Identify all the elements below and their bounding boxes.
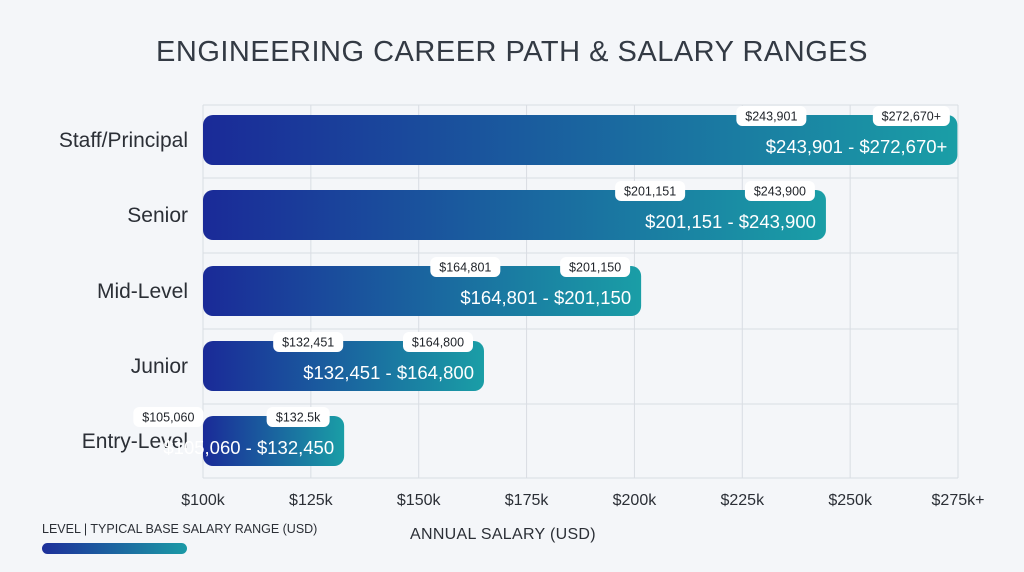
value-tag: $272,670+ [872,106,950,126]
value-tag: $164,801 [430,257,501,277]
value-tag-label: $132,451 [282,336,334,350]
x-axis-title: ANNUAL SALARY (USD) [410,526,596,543]
value-tag-background [872,106,950,126]
value-tag-label: $105,060 [142,411,194,425]
value-tag-label: $201,150 [569,261,621,275]
value-tag-background [266,407,330,427]
value-tag-background [133,407,204,427]
value-tag: $243,901 [736,106,807,126]
x-tick-label: $125k [289,492,334,509]
x-tick-label: $200k [613,492,658,509]
value-tag-label: $132.5k [276,411,321,425]
chart-title: ENGINEERING CAREER PATH & SALARY RANGES [156,36,868,68]
value-tag-background [402,332,473,352]
value-tag: $132,451 [273,332,344,352]
labels: Staff/Principal $243,901 - $272,670+ $243,… [59,106,950,458]
range-label: $164,801 - $201,150 [460,287,631,308]
value-tag: $132.5k [266,407,330,427]
salary-bar [203,416,345,466]
value-tag-label: $272,670+ [882,110,941,124]
salary-bar [203,341,484,391]
range-label: $243,901 - $272,670+ [766,136,948,157]
value-tag: $105,060 [133,407,204,427]
legend-label: LEVEL | TYPICAL BASE SALARY RANGE (USD) [42,522,318,536]
category-label: Entry-Level [82,430,188,453]
x-tick-label: $150k [397,492,442,509]
value-tag-background [744,181,815,201]
range-label: $201,151 - $243,900 [645,211,816,232]
x-tick-label: $250k [828,492,873,509]
value-tag: $243,900 [744,181,815,201]
salary-bar [203,115,958,165]
salary-bar [203,266,642,316]
x-tick-label: $175k [505,492,550,509]
value-tag-background [430,257,501,277]
x-tick-label: $100k [181,492,226,509]
x-tick-label: $225k [720,492,765,509]
value-tag-background [615,181,686,201]
value-tag-label: $243,900 [754,185,806,199]
value-tag-background [736,106,807,126]
grid-lines: $100k $125k $150k $175k $200k $225k $250k $275k… [181,104,985,509]
value-tag-label: $243,901 [745,110,797,124]
x-tick-label: $275k+ [932,492,985,509]
range-label: $132,451 - $164,800 [303,362,474,383]
category-label: Mid-Level [97,280,188,303]
value-tag-background [273,332,344,352]
category-label: Junior [131,355,188,378]
bars [203,115,958,466]
value-tag: $164,800 [402,332,473,352]
category-label: Senior [127,204,188,227]
value-tag-background [560,257,631,277]
category-label: Staff/Principal [59,129,188,152]
value-tag: $201,150 [560,257,631,277]
salary-bar [203,190,826,240]
range-label: $105,060 - $132,450 [163,437,334,458]
value-tag: $201,151 [615,181,686,201]
value-tag-label: $164,801 [439,261,491,275]
legend-color-bar [42,543,187,554]
value-tag-label: $164,800 [412,336,464,350]
value-tag-label: $201,151 [624,185,676,199]
